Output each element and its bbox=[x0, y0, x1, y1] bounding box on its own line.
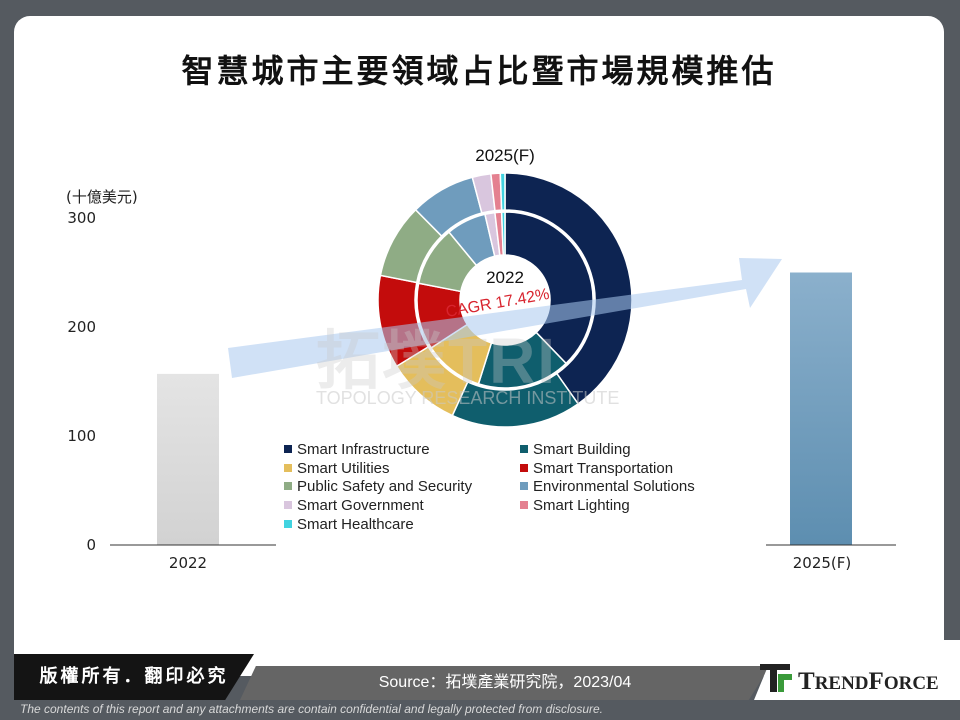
legend-item: Smart Healthcare bbox=[284, 516, 414, 533]
copyright-notice: 版權所有．翻印必究 bbox=[14, 654, 254, 700]
legend-label: Smart Infrastructure bbox=[297, 441, 430, 458]
legend-label: Smart Transportation bbox=[533, 460, 674, 477]
donut-chart bbox=[377, 172, 633, 428]
trendforce-logo-icon bbox=[760, 664, 792, 692]
legend-label: Public Safety and Security bbox=[297, 478, 473, 495]
bar-2022 bbox=[157, 373, 219, 545]
donut-outer-ring-label: 2025(F) bbox=[475, 146, 535, 165]
legend-label: Smart Utilities bbox=[297, 460, 390, 477]
legend-swatch bbox=[520, 445, 528, 453]
legend-item: Smart Government bbox=[284, 497, 424, 514]
x-tick-label: 2022 bbox=[168, 554, 208, 572]
donut-slice-2025(F)-smart-infrastructure bbox=[504, 172, 633, 405]
watermark-logo: 拓墣TRI bbox=[316, 325, 558, 397]
legend-item: Public Safety and Security bbox=[284, 478, 472, 495]
legend-label: Smart Lighting bbox=[533, 497, 630, 514]
bar-series bbox=[157, 272, 852, 545]
bar-2025(F) bbox=[790, 272, 852, 545]
y-axis-unit-label: (十億美元) bbox=[66, 188, 138, 206]
legend-label: Environmental Solutions bbox=[533, 478, 695, 495]
y-tick-label: 300 bbox=[67, 209, 96, 227]
cagr-arrow-shape bbox=[228, 258, 782, 378]
growth-arrow bbox=[228, 258, 782, 378]
legend-swatch bbox=[520, 464, 528, 472]
legend-swatch bbox=[284, 445, 292, 453]
disclaimer-text: The contents of this report and any atta… bbox=[20, 702, 603, 716]
legend-item: Smart Transportation bbox=[520, 460, 673, 477]
y-tick-label: 200 bbox=[67, 318, 96, 336]
legend-item: Smart Building bbox=[520, 441, 631, 458]
legend-swatch bbox=[284, 464, 292, 472]
legend-swatch bbox=[284, 501, 292, 509]
x-tick-label: 2025(F) bbox=[792, 554, 852, 572]
legend-swatch bbox=[284, 520, 292, 528]
legend-swatch bbox=[520, 482, 528, 490]
legend-item: Smart Utilities bbox=[284, 460, 390, 477]
legend-label: Smart Healthcare bbox=[297, 516, 414, 533]
y-tick-label: 100 bbox=[67, 427, 96, 445]
page-title: 智慧城市主要領域占比暨市場規模推估 bbox=[181, 52, 777, 90]
y-tick-label: 0 bbox=[86, 536, 96, 554]
legend-item: Environmental Solutions bbox=[520, 478, 695, 495]
donut-slice-2022-smart-infrastructure bbox=[504, 211, 594, 365]
legend-item: Smart Lighting bbox=[520, 497, 630, 514]
chart-legend: Smart Infrastructure Smart Building Smar… bbox=[276, 437, 766, 571]
donut-slice-2022-smart-healthcare bbox=[500, 211, 506, 256]
legend-swatch bbox=[284, 482, 292, 490]
source-citation: Source：拓墣產業研究院，2023/04 bbox=[240, 666, 770, 700]
trendforce-logo-text: TRENDFORCE bbox=[798, 668, 939, 695]
legend-label: Smart Government bbox=[297, 497, 424, 514]
legend-label: Smart Building bbox=[533, 441, 631, 458]
donut-inner-ring-label: 2022 bbox=[486, 268, 524, 287]
legend-item: Smart Infrastructure bbox=[284, 441, 430, 458]
donut-slice-2025(F)-smart-healthcare bbox=[499, 172, 506, 211]
watermark-subtitle: TOPOLOGY RESEARCH INSTITUTE bbox=[316, 388, 620, 408]
legend-swatch bbox=[520, 501, 528, 509]
